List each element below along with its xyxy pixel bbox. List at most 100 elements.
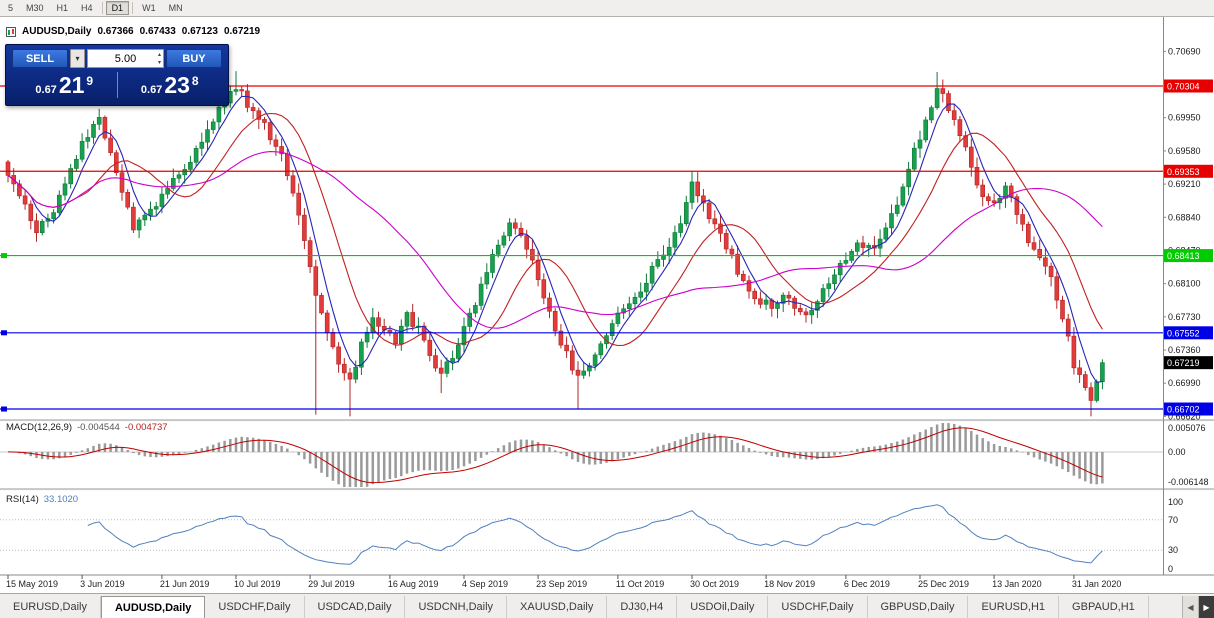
chart-title-symbol: AUDUSD,Daily xyxy=(22,26,92,37)
svg-text:30 Oct 2019: 30 Oct 2019 xyxy=(690,579,739,589)
tab-usdchf-daily[interactable]: USDCHF,Daily xyxy=(205,596,305,618)
chart-title-open: 0.67366 xyxy=(97,26,134,37)
tab-usdcad-daily[interactable]: USDCAD,Daily xyxy=(305,596,406,618)
chart-title-low: 0.67123 xyxy=(181,26,218,37)
chevron-down-icon: ▾ xyxy=(75,54,80,63)
toolbar-separator xyxy=(132,2,134,14)
chart-icon xyxy=(6,26,16,37)
volume-value: 5.00 xyxy=(114,52,137,65)
svg-text:4 Sep 2019: 4 Sep 2019 xyxy=(462,579,508,589)
chart-tabs-bar: EURUSD,Daily AUDUSD,Daily USDCHF,Daily USDC… xyxy=(0,593,1214,618)
svg-text:23 Sep 2019: 23 Sep 2019 xyxy=(536,579,587,589)
svg-text:0.67360: 0.67360 xyxy=(1168,345,1201,355)
buy-price-sup: 8 xyxy=(191,73,199,88)
buy-price[interactable]: 0.67 23 8 xyxy=(118,72,223,99)
tabs-scroll-left-button[interactable]: ◀ xyxy=(1182,596,1198,618)
timeframe-button-d1[interactable]: D1 xyxy=(105,1,130,15)
tab-dj30-h4[interactable]: DJ30,H4 xyxy=(607,596,678,618)
svg-text:0.70690: 0.70690 xyxy=(1168,46,1201,56)
svg-text:13 Jan 2020: 13 Jan 2020 xyxy=(992,579,1042,589)
svg-text:0.69950: 0.69950 xyxy=(1168,113,1201,123)
spinner-up-icon[interactable]: ▴ xyxy=(157,52,161,58)
svg-text:0.70304: 0.70304 xyxy=(1167,82,1200,92)
rsi-label: RSI(14) 33.1020 xyxy=(6,494,78,505)
svg-text:15 May 2019: 15 May 2019 xyxy=(6,579,58,589)
svg-text:6 Dec 2019: 6 Dec 2019 xyxy=(844,579,890,589)
tab-eurusd-daily[interactable]: EURUSD,Daily xyxy=(0,596,101,618)
timeframe-button-mn[interactable]: MN xyxy=(168,3,183,13)
svg-text:0: 0 xyxy=(1168,564,1173,574)
tab-usdoil-daily[interactable]: USDOil,Daily xyxy=(677,596,769,618)
svg-text:0.67552: 0.67552 xyxy=(1167,328,1200,338)
svg-text:0.69210: 0.69210 xyxy=(1168,179,1201,189)
svg-text:70: 70 xyxy=(1168,515,1178,525)
tab-gbpaud-h1[interactable]: GBPAUD,H1 xyxy=(1059,596,1149,618)
chart-title-close: 0.67219 xyxy=(223,26,261,37)
svg-text:0.00: 0.00 xyxy=(1168,447,1186,457)
sell-price[interactable]: 0.67 21 9 xyxy=(12,72,117,99)
macd-value-main: -0.004544 xyxy=(77,422,120,433)
macd-value-signal: -0.004737 xyxy=(124,422,168,433)
rsi-value: 33.1020 xyxy=(43,494,79,505)
svg-text:0.68413: 0.68413 xyxy=(1167,251,1200,261)
svg-text:31 Jan 2020: 31 Jan 2020 xyxy=(1072,579,1122,589)
svg-text:0.66702: 0.66702 xyxy=(1167,405,1200,415)
svg-text:0.66990: 0.66990 xyxy=(1168,378,1201,388)
tab-xauusd-daily[interactable]: XAUUSD,Daily xyxy=(507,596,608,618)
buy-button[interactable]: BUY xyxy=(166,49,222,68)
svg-text:30: 30 xyxy=(1168,545,1178,555)
svg-text:0.005076: 0.005076 xyxy=(1168,423,1206,433)
svg-text:3 Jun 2019: 3 Jun 2019 xyxy=(80,579,125,589)
svg-text:0.69580: 0.69580 xyxy=(1168,146,1201,156)
chart-title: AUDUSD,Daily 0.67366 0.67433 0.67123 0.6… xyxy=(6,26,260,37)
svg-text:0.66620: 0.66620 xyxy=(1168,411,1201,421)
tabs-nav: ◀ ▶ xyxy=(1182,596,1214,618)
tabs-scroll-right-button[interactable]: ▶ xyxy=(1198,596,1214,618)
buy-price-big: 23 xyxy=(164,71,190,98)
svg-text:25 Dec 2019: 25 Dec 2019 xyxy=(918,579,969,589)
svg-text:0.68840: 0.68840 xyxy=(1168,212,1201,222)
timeframe-button-h1[interactable]: H1 xyxy=(56,3,69,13)
svg-text:16 Aug 2019: 16 Aug 2019 xyxy=(388,579,439,589)
svg-text:0.67730: 0.67730 xyxy=(1168,312,1201,322)
svg-text:18 Nov 2019: 18 Nov 2019 xyxy=(764,579,815,589)
volume-spinner: ▴ ▾ xyxy=(158,51,161,67)
one-click-trading-panel: SELL ▾ 5.00 ▴ ▾ BUY 0.67 21 9 0.67 23 8 xyxy=(5,44,229,106)
timeframe-button-h4[interactable]: H4 xyxy=(81,3,93,13)
svg-text:21 Jun 2019: 21 Jun 2019 xyxy=(160,579,210,589)
tab-gbpusd-daily[interactable]: GBPUSD,Daily xyxy=(868,596,969,618)
sell-price-big: 21 xyxy=(58,71,85,98)
svg-text:0.67219: 0.67219 xyxy=(1167,358,1200,368)
tab-usdchf-daily[interactable]: USDCHF,Daily xyxy=(768,596,868,618)
price-divider xyxy=(116,72,118,98)
chart-area[interactable]: 0.706900.703200.699500.695800.692100.688… xyxy=(0,17,1214,593)
svg-text:11 Oct 2019: 11 Oct 2019 xyxy=(616,579,664,589)
rsi-name: RSI(14) xyxy=(6,494,39,505)
timeframe-button-w1[interactable]: W1 xyxy=(142,3,156,13)
sell-price-prefix: 0.67 xyxy=(35,83,57,96)
tab-eurusd-h1[interactable]: EURUSD,H1 xyxy=(968,596,1060,618)
trade-controls-row: SELL ▾ 5.00 ▴ ▾ BUY xyxy=(12,49,222,68)
spinner-down-icon[interactable]: ▾ xyxy=(157,60,161,66)
price-chart-canvas[interactable]: 0.706900.703200.699500.695800.692100.688… xyxy=(0,17,1214,593)
svg-text:0.69353: 0.69353 xyxy=(1167,167,1200,177)
trade-prices-row: 0.67 21 9 0.67 23 8 xyxy=(12,69,222,101)
sell-button[interactable]: SELL xyxy=(12,49,68,68)
timeframe-toolbar: 5 M30 H1 H4 D1 W1 MN xyxy=(0,0,1214,17)
svg-text:-0.006148: -0.006148 xyxy=(1168,477,1209,487)
volume-input[interactable]: 5.00 ▴ ▾ xyxy=(87,49,164,68)
macd-name: MACD(12,26,9) xyxy=(6,422,72,433)
volume-dropdown-button[interactable]: ▾ xyxy=(70,49,85,68)
svg-text:10 Jul 2019: 10 Jul 2019 xyxy=(234,579,281,589)
svg-text:29 Jul 2019: 29 Jul 2019 xyxy=(308,579,355,589)
chart-title-high: 0.67433 xyxy=(139,26,176,37)
timeframe-button-m30[interactable]: M30 xyxy=(26,3,44,13)
tab-audusd-daily[interactable]: AUDUSD,Daily xyxy=(100,596,206,618)
svg-text:0.68100: 0.68100 xyxy=(1168,279,1201,289)
tab-usdcnh-daily[interactable]: USDCNH,Daily xyxy=(405,596,508,618)
macd-label: MACD(12,26,9) -0.004544 -0.004737 xyxy=(6,422,168,433)
timeframe-button-5[interactable]: 5 xyxy=(8,3,14,13)
toolbar-separator xyxy=(101,2,103,14)
sell-price-sup: 9 xyxy=(86,73,94,88)
buy-price-prefix: 0.67 xyxy=(140,83,163,96)
